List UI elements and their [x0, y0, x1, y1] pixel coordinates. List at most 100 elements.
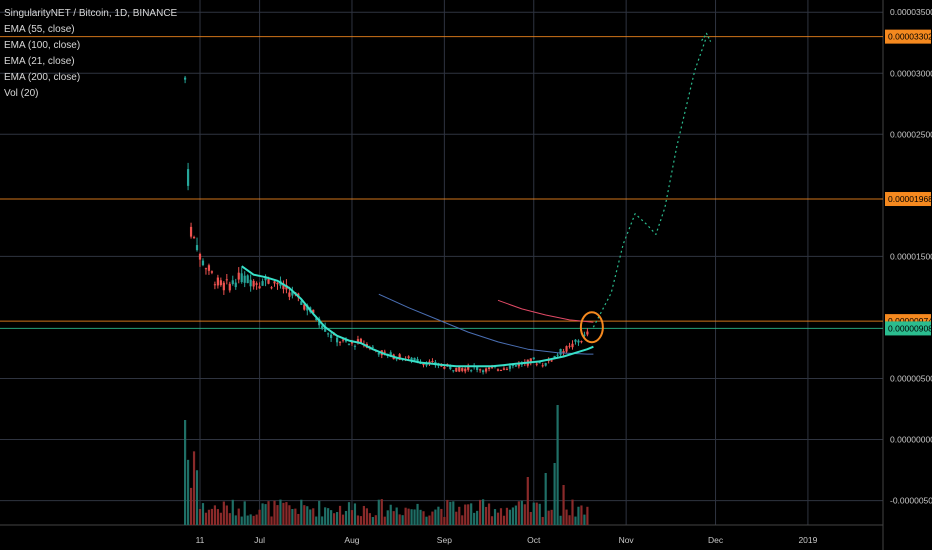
volume-bar: [389, 504, 392, 525]
candle-body: [490, 366, 494, 368]
volume-bar: [261, 503, 264, 525]
candle-body: [243, 275, 246, 283]
candle-body: [184, 77, 187, 80]
candle-body: [452, 370, 455, 372]
candle-body: [467, 366, 470, 370]
candle-body: [389, 352, 392, 357]
candle-body: [544, 363, 547, 366]
candle-body: [508, 365, 512, 369]
y-tick-label: 0.00003500: [890, 7, 932, 17]
volume-bar: [246, 515, 249, 525]
volume-bar: [523, 504, 526, 525]
volume-bar: [580, 505, 583, 525]
candle-body: [210, 271, 214, 273]
grid: [0, 0, 884, 550]
candle-body: [574, 339, 577, 342]
candle-body: [189, 226, 193, 237]
highlight-circle: [579, 311, 604, 344]
volume-bar: [315, 516, 318, 525]
volume-bar: [300, 499, 303, 525]
ema100-line: [378, 293, 594, 355]
y-tick-label: 0.00003000: [890, 68, 932, 78]
candle-body: [240, 273, 243, 283]
volume-bar: [458, 506, 461, 525]
legend-ema100[interactable]: EMA (100, close): [4, 40, 81, 51]
volume-bar: [413, 509, 416, 525]
volume-bar: [327, 508, 330, 525]
legend-volume[interactable]: Vol (20): [4, 88, 39, 99]
candle-body: [565, 346, 568, 352]
volume-bar: [410, 509, 413, 525]
candle-body: [458, 365, 461, 372]
volume-bar: [532, 502, 535, 525]
candle-body: [321, 325, 324, 329]
candle-body: [288, 292, 291, 297]
legend-ema55[interactable]: EMA (55, close): [4, 24, 75, 35]
volume-bar: [192, 451, 196, 525]
candle-body: [327, 333, 330, 335]
x-tick-label: Oct: [527, 535, 541, 545]
price-level-badge-label: 0.00001968: [888, 194, 932, 204]
candle-body: [550, 360, 553, 362]
volume-bar: [490, 516, 494, 525]
price-level-badge-label: 0.00000908: [888, 323, 932, 333]
volume-bar: [312, 508, 315, 525]
candle-body: [499, 370, 503, 372]
volume-bar: [499, 508, 503, 525]
price-level-badge-label: 0.00000974: [888, 316, 932, 326]
ema21-line: [241, 265, 594, 368]
volume-bar: [294, 508, 297, 525]
volume-bar: [291, 509, 294, 525]
volume-bar: [553, 463, 556, 525]
price-level-badge: [885, 192, 931, 207]
legend-ema200[interactable]: EMA (200, close): [4, 72, 81, 83]
candle-body: [324, 326, 327, 332]
candle-body: [291, 291, 294, 296]
volume-bar: [380, 499, 383, 525]
volume-bar: [234, 515, 237, 525]
volume-bar: [374, 515, 377, 525]
volume-bar: [473, 512, 476, 525]
volume-bar: [195, 470, 199, 525]
candle-body: [514, 365, 517, 367]
volume-bar: [392, 511, 395, 525]
legend-ema21[interactable]: EMA (21, close): [4, 56, 75, 67]
volume-bar: [210, 508, 214, 525]
volume-bar: [583, 514, 586, 525]
candle-body: [577, 340, 580, 343]
candle-body: [270, 287, 273, 289]
candle-body: [455, 367, 458, 372]
volume-bar: [198, 508, 202, 525]
volume-bar: [446, 499, 449, 525]
projection-path: [592, 32, 712, 328]
legend: SingularityNET / Bitcoin, 1D, BINANCE EM…: [4, 6, 177, 102]
volume-bar: [184, 420, 187, 525]
candle-body: [258, 286, 261, 289]
volume-bar: [452, 501, 455, 525]
candle-body: [449, 366, 452, 369]
candle-body: [559, 348, 562, 355]
y-tick-label: 0.00000000: [890, 435, 932, 445]
volume-bar: [547, 510, 550, 525]
x-axis: 11 Jul Aug Sep Oct Nov Dec 2019: [196, 535, 818, 545]
volume-bar: [565, 509, 568, 525]
x-tick-label: Jul: [254, 535, 265, 545]
candle-body: [195, 245, 199, 251]
volume-bar: [255, 514, 258, 525]
candle-body: [538, 362, 541, 364]
volume-bar: [237, 508, 240, 525]
volume-bar: [350, 510, 354, 525]
volume-bar: [577, 506, 580, 525]
x-tick-label: Sep: [437, 535, 452, 545]
volume-bar: [428, 515, 431, 525]
volume-bar: [404, 507, 407, 525]
volume-bar: [479, 499, 482, 525]
price-level-badge-label: 0.00003302: [888, 32, 932, 42]
volume-bar: [383, 516, 386, 525]
price-level-lines[interactable]: [0, 36, 883, 329]
candle-body: [553, 355, 556, 359]
volume-bar: [359, 516, 363, 525]
candle-body: [330, 334, 333, 338]
candle-body: [541, 365, 544, 367]
